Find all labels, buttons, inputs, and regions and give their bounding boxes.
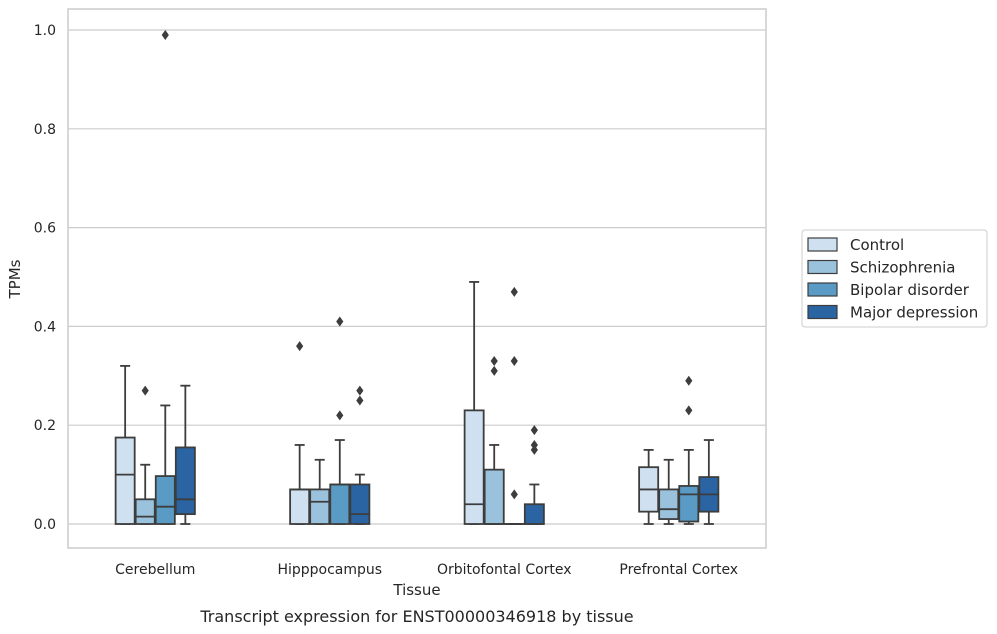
box-body	[309, 488, 331, 525]
y-tick-label: 0.2	[34, 418, 56, 434]
box-major-depression	[523, 425, 545, 525]
figure-caption: Transcript expression for ENST0000034691…	[199, 607, 633, 626]
box-control	[289, 341, 311, 525]
legend-label: Major depression	[850, 304, 978, 322]
outlier-point	[336, 316, 344, 327]
plot-area-frame	[67, 8, 767, 549]
outlier-point	[530, 425, 538, 436]
box-schizophrenia	[134, 385, 156, 525]
box-bipolar-disorder	[503, 286, 525, 525]
box-body	[134, 498, 156, 525]
outlier-point	[161, 29, 169, 40]
outlier-point	[685, 375, 693, 386]
box-body	[289, 488, 311, 525]
box-schizophrenia	[658, 458, 680, 525]
box-bipolar-disorder	[329, 316, 351, 525]
y-tick-label: 0.4	[34, 319, 56, 335]
outlier-point	[296, 341, 304, 352]
box-control	[638, 448, 660, 525]
outlier-point	[336, 410, 344, 421]
y-tick-labels: 0.0 0.2 0.4 0.6 0.8 1.0	[34, 23, 56, 533]
box-control	[463, 281, 485, 525]
x-tick-label: Orbitofontal Cortex	[437, 562, 572, 578]
box-body	[114, 436, 136, 525]
box-major-depression	[349, 385, 371, 525]
box-control	[114, 365, 136, 525]
box-body	[523, 503, 545, 525]
box-body	[349, 483, 371, 525]
legend-label: Schizophrenia	[850, 259, 955, 277]
box-schizophrenia	[483, 355, 505, 525]
legend-swatch	[807, 304, 838, 320]
box-schizophrenia	[309, 458, 331, 525]
outlier-point	[141, 385, 149, 396]
outlier-point	[490, 365, 498, 376]
x-axis-label: Tissue	[392, 581, 440, 599]
box-groups	[114, 29, 720, 525]
legend-swatch	[807, 237, 838, 252]
box-body	[329, 483, 351, 525]
x-tick-label: Hipppocampus	[277, 562, 382, 578]
y-tick-label: 1.0	[34, 23, 56, 39]
y-tick-label: 0.6	[34, 221, 56, 237]
outlier-point	[490, 355, 498, 366]
outlier-point	[356, 385, 364, 396]
x-tick-labels: Cerebellum Hipppocampus Orbitofontal Corte…	[115, 562, 738, 578]
outlier-point	[510, 489, 518, 500]
x-tick-label: Cerebellum	[115, 562, 195, 578]
y-tick-label: 0.0	[34, 517, 56, 533]
box-body	[154, 475, 176, 525]
box-bipolar-disorder	[154, 29, 176, 525]
legend-label: Control	[850, 236, 904, 254]
box-body	[463, 409, 485, 525]
box-body	[483, 468, 505, 525]
y-tick-label: 0.8	[34, 122, 56, 138]
box-major-depression	[698, 439, 720, 525]
box-body	[658, 488, 680, 520]
gridlines	[68, 29, 766, 525]
box-body	[678, 485, 700, 523]
box-major-depression	[174, 384, 196, 525]
legend-swatch	[807, 259, 838, 275]
outlier-point	[510, 355, 518, 366]
box-bipolar-disorder	[678, 375, 700, 525]
outlier-point	[510, 286, 518, 297]
legend-swatch	[807, 282, 838, 297]
outlier-point	[356, 395, 364, 406]
legend: Control Schizophrenia Bipolar disorder Majo…	[801, 229, 988, 328]
outlier-point	[530, 439, 538, 450]
x-tick-label: Prefrontal Cortex	[619, 562, 738, 578]
box-body	[174, 446, 196, 516]
y-axis-label: TPMs	[6, 259, 24, 299]
legend-frame	[801, 229, 988, 328]
legend-label: Bipolar disorder	[850, 281, 970, 299]
outlier-point	[685, 405, 693, 416]
